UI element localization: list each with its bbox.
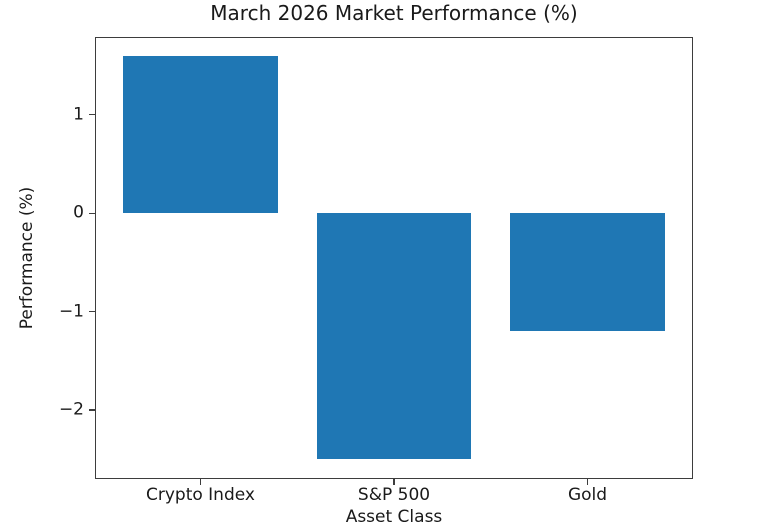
plot-area xyxy=(95,37,693,479)
y-tick-label-1: 1 xyxy=(73,104,84,125)
bar-crypto-index xyxy=(123,55,278,214)
y-tick-mark-0 xyxy=(89,212,95,214)
y-tick-label-0: 0 xyxy=(73,202,84,223)
chart-title: March 2026 Market Performance (%) xyxy=(210,1,578,25)
x-tick-mark-gold xyxy=(586,479,589,485)
x-tick-mark-s-p-500 xyxy=(393,479,395,485)
y-tick-label-−2: −2 xyxy=(58,399,84,420)
x-tick-label-crypto-index: Crypto Index xyxy=(145,485,255,505)
y-tick-label-−1: −1 xyxy=(58,301,84,322)
x-axis-label: Asset Class xyxy=(345,507,443,527)
y-tick-mark-−1 xyxy=(89,310,95,313)
x-tick-mark-crypto-index xyxy=(199,479,202,485)
x-tick-label-s-p-500: S&P 500 xyxy=(357,485,431,505)
bar-gold xyxy=(510,213,665,332)
y-tick-mark-1 xyxy=(89,114,95,116)
x-tick-label-gold: Gold xyxy=(567,485,608,505)
bar-s-p-500 xyxy=(316,213,472,460)
y-tick-mark-−2 xyxy=(89,409,95,411)
